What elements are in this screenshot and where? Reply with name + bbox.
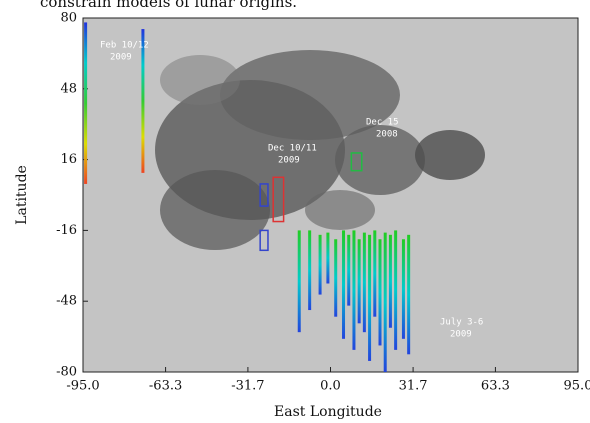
track [308, 230, 311, 310]
track [379, 239, 382, 345]
track [334, 239, 337, 316]
lunar-map [83, 18, 578, 372]
y-tick-label: -16 [56, 223, 77, 238]
track [363, 233, 366, 333]
y-tick-label: 16 [60, 152, 77, 167]
track [298, 230, 301, 332]
x-tick-label: -31.7 [231, 379, 264, 394]
annotation: Dec 15 [366, 118, 399, 128]
annotation: 2009 [278, 156, 300, 166]
track [319, 235, 322, 295]
track [389, 235, 392, 328]
annotation: Dec 10/11 [268, 144, 317, 154]
annotation: 2009 [110, 53, 132, 63]
annotation: Feb 10/12 [100, 41, 149, 51]
x-tick-label: 63.3 [481, 379, 510, 394]
track [141, 29, 144, 173]
x-tick-label: -63.3 [149, 379, 182, 394]
x-tick-label: -95.0 [66, 379, 99, 394]
y-tick-label: 80 [60, 11, 77, 26]
annotation: 2009 [450, 330, 472, 340]
x-axis-label: East Longitude [274, 404, 382, 420]
annotation: 2008 [376, 130, 398, 140]
track [407, 235, 410, 354]
x-tick-label: 0.0 [320, 379, 341, 394]
x-tick-label: 95.0 [564, 379, 590, 394]
track [342, 230, 345, 338]
track [394, 230, 397, 349]
track [352, 230, 355, 349]
track [358, 239, 361, 323]
track [373, 230, 376, 316]
y-tick-label: 48 [60, 81, 77, 96]
track [384, 233, 387, 372]
track [368, 235, 371, 361]
y-axis-label: Latitude [14, 165, 30, 225]
caption: constrain models of lunar origins. [40, 0, 297, 11]
chart: constrain models of lunar origins. East … [0, 0, 590, 423]
x-tick-label: 31.7 [399, 379, 428, 394]
y-tick-label: -80 [56, 365, 77, 380]
y-tick-label: -48 [56, 294, 77, 309]
track [347, 235, 350, 306]
annotation: July 3-6 [440, 318, 483, 328]
track [402, 239, 405, 339]
track [84, 22, 87, 184]
track [326, 233, 329, 284]
